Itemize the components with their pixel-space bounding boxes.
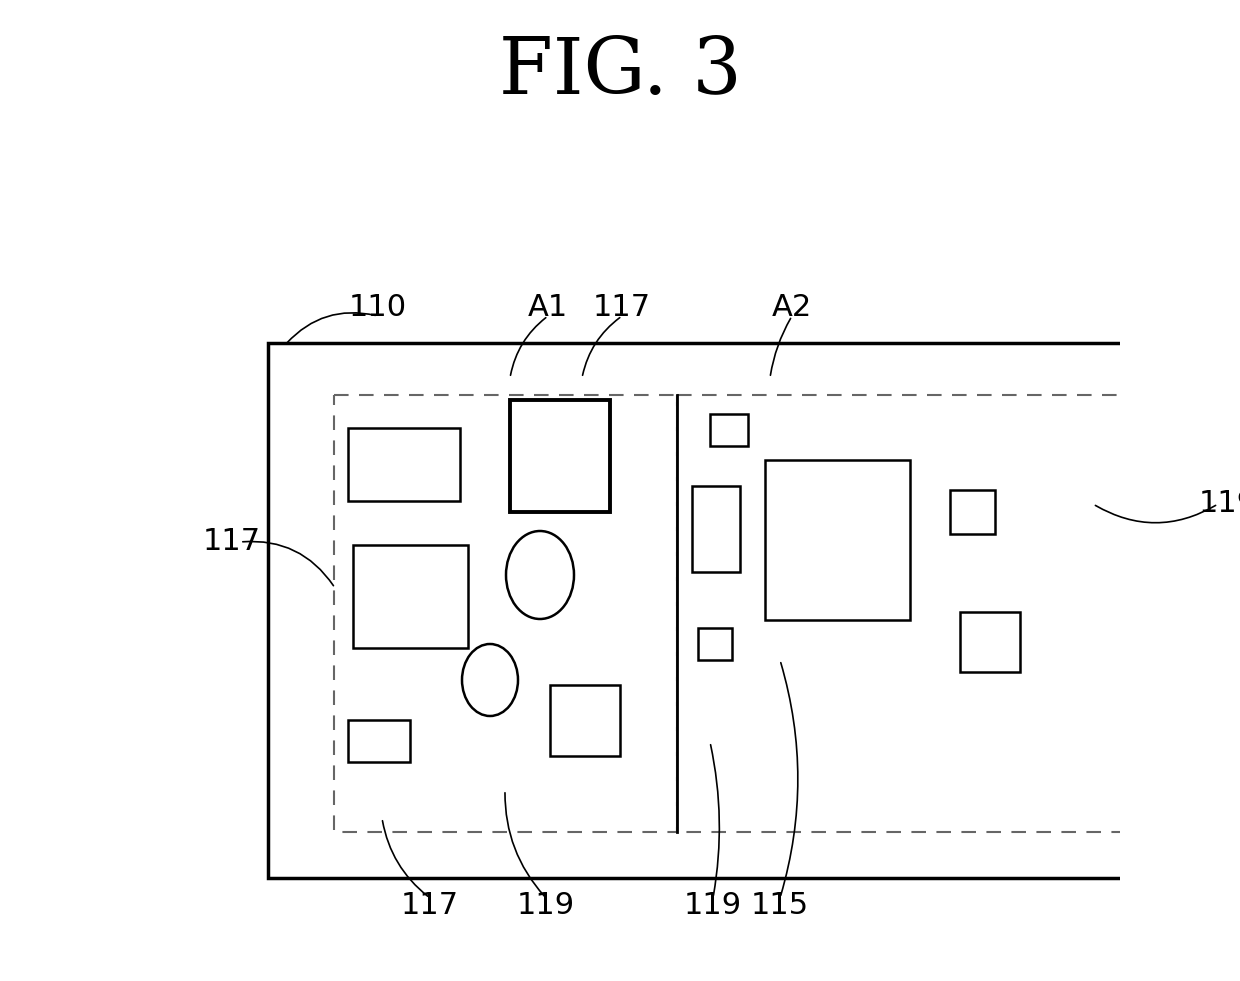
Bar bbox=[677, 395, 1158, 832]
Bar bbox=[334, 395, 677, 832]
Text: A1: A1 bbox=[528, 293, 568, 323]
Text: 117: 117 bbox=[203, 528, 262, 556]
Bar bbox=[510, 400, 610, 512]
Bar bbox=[765, 460, 910, 620]
Text: 115: 115 bbox=[751, 892, 808, 920]
Bar bbox=[348, 720, 410, 762]
Text: 110: 110 bbox=[348, 293, 407, 323]
Text: 119: 119 bbox=[684, 892, 742, 920]
Bar bbox=[348, 428, 460, 501]
Text: 117: 117 bbox=[593, 293, 651, 323]
Bar bbox=[551, 685, 620, 756]
Bar bbox=[711, 414, 748, 446]
Text: 117: 117 bbox=[401, 892, 459, 920]
Text: FIG. 3: FIG. 3 bbox=[498, 34, 742, 110]
Bar bbox=[353, 545, 467, 648]
Bar bbox=[960, 612, 1021, 672]
Text: 119: 119 bbox=[517, 892, 575, 920]
Bar bbox=[692, 486, 740, 572]
Text: 119: 119 bbox=[1199, 490, 1240, 519]
Bar bbox=[268, 343, 1215, 878]
Text: A2: A2 bbox=[771, 293, 812, 323]
Bar bbox=[950, 490, 994, 534]
Bar bbox=[698, 628, 732, 660]
